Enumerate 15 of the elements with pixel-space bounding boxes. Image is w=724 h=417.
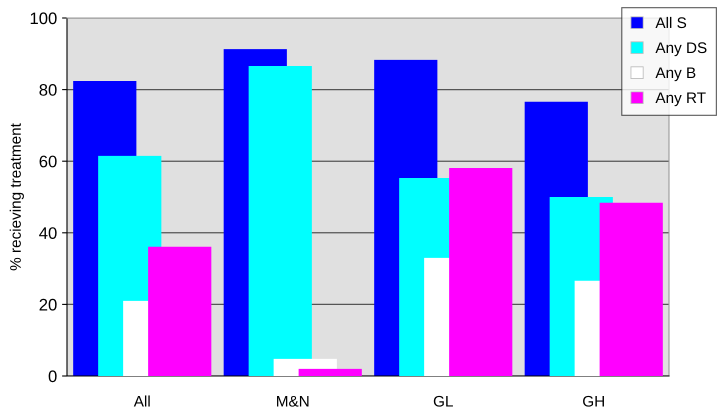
- x-tick-label: GH: [583, 396, 604, 407]
- y-tick-label: 0: [48, 370, 57, 382]
- y-tick-label: 40: [39, 227, 57, 240]
- y-tick-label: 80: [39, 84, 57, 96]
- legend-label: All S: [655, 16, 686, 28]
- x-tick-label: GL: [434, 396, 453, 407]
- x-tick-label: M&N: [277, 396, 308, 407]
- legend-label: Any B: [655, 67, 696, 82]
- legend-label: Any DS: [655, 42, 706, 56]
- y-tick-label: 20: [40, 298, 57, 311]
- y-tick-label: 100: [30, 12, 57, 24]
- y-tick-label: 60: [40, 156, 57, 168]
- y-axis-title: % recieving treatment: [10, 123, 24, 270]
- legend-label: Any RT: [655, 92, 706, 106]
- x-tick-label: All: [134, 395, 150, 407]
